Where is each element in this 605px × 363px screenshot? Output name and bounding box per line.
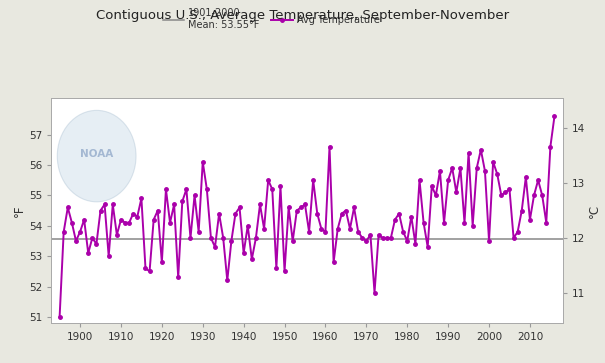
Text: Contiguous U.S., Average Temperature, September-November: Contiguous U.S., Average Temperature, Se… [96,9,509,22]
Circle shape [57,110,136,202]
Y-axis label: °F: °F [13,204,27,217]
Legend: 1901-2000
Mean: 53.55°F, Avg Temperature: 1901-2000 Mean: 53.55°F, Avg Temperature [163,8,379,30]
Y-axis label: °C: °C [587,204,601,217]
Text: NOAA: NOAA [80,149,113,159]
